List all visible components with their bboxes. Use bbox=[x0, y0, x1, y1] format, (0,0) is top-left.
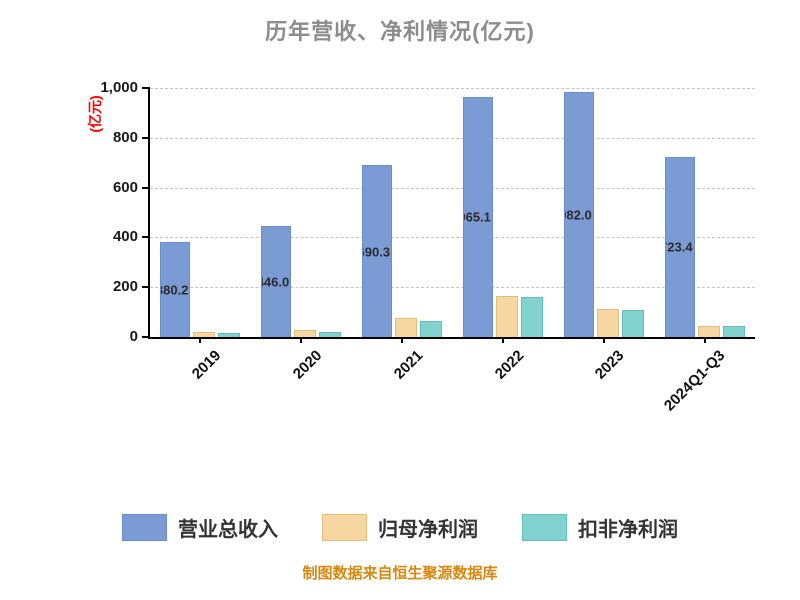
y-tick-label: 0 bbox=[129, 328, 138, 345]
revenue-bar: 690.3 bbox=[362, 165, 393, 337]
x-tick-mark bbox=[501, 337, 504, 343]
net-profit-bar bbox=[294, 330, 317, 337]
x-tick-mark bbox=[703, 337, 706, 343]
non-gaap-profit-bar bbox=[520, 297, 543, 337]
x-tick-mark bbox=[401, 337, 404, 343]
non-gaap-profit-bar bbox=[319, 332, 342, 337]
revenue-bar: 446.0 bbox=[261, 225, 292, 337]
y-tick-mark bbox=[142, 136, 150, 139]
y-axis-line bbox=[148, 88, 150, 337]
net-profit-bar bbox=[596, 308, 619, 337]
legend-item-revenue: 营业总收入 bbox=[122, 513, 278, 542]
revenue-bar: 380.2 bbox=[160, 242, 191, 337]
revenue-bar-value-label: 982.0 bbox=[565, 207, 592, 223]
x-category-label: 2020 bbox=[289, 347, 326, 383]
legend-swatch-non-gaap-profit bbox=[522, 514, 567, 541]
x-axis-line bbox=[148, 337, 755, 339]
x-tick-mark bbox=[602, 337, 605, 343]
legend-label-net-profit: 归母净利润 bbox=[378, 519, 478, 541]
x-category-label: 2019 bbox=[188, 347, 225, 383]
gridline bbox=[150, 137, 755, 139]
legend-label-revenue: 营业总收入 bbox=[178, 519, 278, 541]
legend-item-net-profit: 归母净利润 bbox=[322, 513, 478, 542]
revenue-bar-value-label: 690.3 bbox=[363, 244, 391, 260]
x-tick-mark bbox=[199, 337, 202, 343]
x-category-label: 2021 bbox=[390, 347, 427, 383]
gridline bbox=[150, 237, 755, 239]
non-gaap-profit-bar bbox=[722, 326, 745, 337]
gridline bbox=[150, 88, 755, 89]
revenue-bar: 723.4 bbox=[664, 156, 695, 337]
x-category-label: 2023 bbox=[592, 347, 628, 383]
net-profit-bar bbox=[495, 296, 518, 337]
gridline bbox=[150, 287, 755, 289]
revenue-bar-value-label: 965.1 bbox=[464, 209, 491, 225]
net-profit-bar bbox=[193, 332, 216, 337]
non-gaap-profit-bar bbox=[420, 321, 443, 337]
x-tick-mark bbox=[300, 337, 303, 343]
x-category-label: 2024Q1-Q3 bbox=[661, 347, 729, 415]
chart-title: 历年营收、净利情况(亿元) bbox=[265, 19, 535, 44]
revenue-bar-value-label: 380.2 bbox=[161, 282, 189, 298]
y-tick-mark bbox=[142, 236, 150, 239]
y-tick-label: 800 bbox=[112, 128, 138, 146]
gridline bbox=[150, 187, 755, 189]
legend-swatch-net-profit bbox=[322, 514, 367, 541]
legend-label-non-gaap-profit: 扣非净利润 bbox=[578, 519, 678, 541]
y-tick-mark bbox=[142, 87, 150, 89]
revenue-bar: 965.1 bbox=[462, 96, 493, 337]
legend-swatch-revenue bbox=[122, 514, 167, 541]
legend-item-non-gaap-profit: 扣非净利润 bbox=[522, 513, 678, 542]
y-tick-label: 1,000 bbox=[100, 79, 138, 96]
plot-area: 0 200 400 600 800 1,000 380.2 2019 446.0 2020 690.… bbox=[100, 79, 755, 414]
net-profit-bar bbox=[697, 325, 720, 337]
non-gaap-profit-bar bbox=[218, 333, 241, 337]
y-tick-label: 600 bbox=[112, 178, 138, 196]
y-tick-mark bbox=[142, 186, 150, 189]
x-category-label: 2022 bbox=[491, 347, 527, 383]
legend: 营业总收入 归母净利润 扣非净利润 bbox=[0, 513, 800, 542]
revenue-bar-value-label: 723.4 bbox=[666, 239, 693, 255]
revenue-bar: 982.0 bbox=[563, 92, 594, 337]
revenue-bar-value-label: 446.0 bbox=[262, 274, 290, 290]
y-tick-mark bbox=[142, 336, 150, 338]
y-tick-label: 400 bbox=[112, 228, 138, 246]
y-tick-mark bbox=[142, 286, 150, 289]
y-tick-label: 200 bbox=[112, 278, 138, 296]
data-source-caption: 制图数据来自恒生聚源数据库 bbox=[302, 565, 498, 582]
net-profit-bar bbox=[395, 318, 418, 337]
non-gaap-profit-bar bbox=[621, 310, 644, 337]
